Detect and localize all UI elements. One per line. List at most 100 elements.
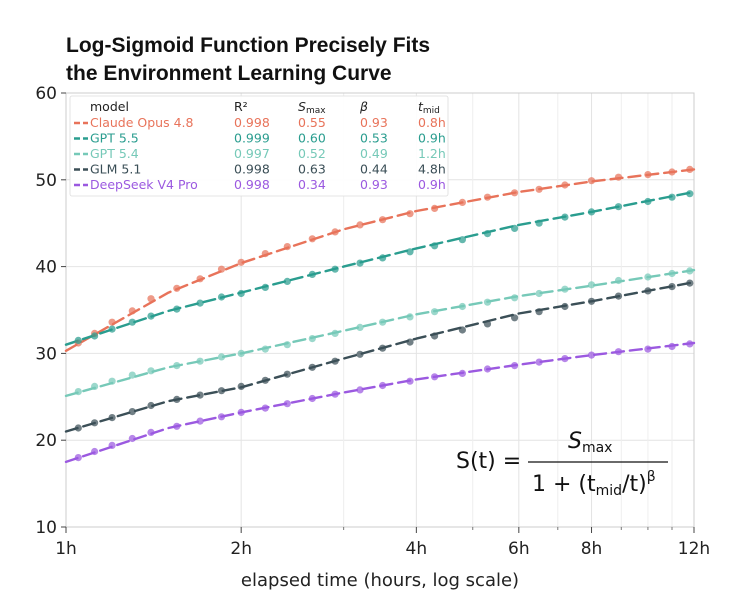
data-point xyxy=(147,401,155,410)
data-point xyxy=(644,287,652,295)
data-point xyxy=(686,190,694,198)
data-point xyxy=(237,349,245,357)
data-point xyxy=(614,276,623,285)
data-point xyxy=(483,320,492,328)
legend-series-name: GPT 5.5 xyxy=(90,131,139,146)
data-point xyxy=(686,340,694,348)
data-point xyxy=(261,404,269,412)
data-point xyxy=(308,235,316,243)
data-point xyxy=(356,221,364,229)
data-point xyxy=(510,294,519,302)
data-point xyxy=(587,177,596,185)
data-point xyxy=(587,208,596,216)
legend-beta: 0.53 xyxy=(360,131,388,146)
data-point xyxy=(74,424,82,432)
data-point xyxy=(308,363,316,371)
legend-tmid: 1.2h xyxy=(418,146,446,161)
legend-r2: 0.997 xyxy=(234,146,270,161)
data-point xyxy=(510,314,519,322)
data-point xyxy=(483,193,492,201)
y-tick-label: 20 xyxy=(35,431,57,451)
data-point xyxy=(561,213,569,221)
data-point xyxy=(483,230,492,238)
data-point xyxy=(614,203,623,211)
data-point xyxy=(237,258,245,266)
data-point xyxy=(431,242,439,250)
data-point xyxy=(261,376,269,384)
data-point xyxy=(561,302,569,311)
data-point xyxy=(173,422,181,430)
legend-tmid: 0.9h xyxy=(418,177,446,192)
data-point xyxy=(283,277,291,285)
data-point xyxy=(283,243,291,251)
x-tick-label: 6h xyxy=(508,539,530,559)
data-point xyxy=(308,394,316,403)
data-point xyxy=(308,335,316,343)
data-point xyxy=(644,197,652,206)
data-point xyxy=(283,370,291,378)
data-point xyxy=(108,377,116,385)
data-point xyxy=(128,371,136,379)
legend-beta: 0.49 xyxy=(360,146,388,161)
data-point xyxy=(356,350,364,358)
data-point xyxy=(587,351,596,359)
data-point xyxy=(283,400,291,408)
data-point xyxy=(561,181,569,189)
data-point xyxy=(196,391,204,399)
data-point xyxy=(406,248,414,256)
data-points xyxy=(74,165,694,462)
fit-lines xyxy=(64,168,696,464)
legend-r2: 0.998 xyxy=(234,115,270,130)
data-point xyxy=(644,345,652,353)
data-point xyxy=(510,189,519,197)
data-point xyxy=(379,344,387,352)
data-point xyxy=(614,348,623,356)
data-point xyxy=(237,382,245,390)
data-point xyxy=(535,308,543,316)
data-point xyxy=(261,345,269,353)
fit-line xyxy=(64,268,696,398)
data-point xyxy=(614,292,623,300)
data-point xyxy=(108,414,116,422)
y-tick-label: 40 xyxy=(35,258,57,278)
data-point xyxy=(217,353,226,361)
data-point xyxy=(74,336,82,344)
data-point xyxy=(356,323,364,331)
legend-smax: 0.52 xyxy=(298,146,326,161)
data-point xyxy=(561,285,569,293)
legend-box xyxy=(69,95,449,197)
data-point xyxy=(108,441,116,449)
data-point xyxy=(217,387,226,395)
fit-line xyxy=(64,281,696,433)
data-point xyxy=(356,259,364,267)
data-point xyxy=(128,307,136,315)
data-point xyxy=(406,377,414,385)
data-point xyxy=(147,428,155,436)
chart-title-line-2: the Environment Learning Curve xyxy=(66,62,392,85)
data-point xyxy=(237,408,245,416)
data-point xyxy=(128,318,136,326)
data-point xyxy=(128,434,136,443)
x-axis-label: elapsed time (hours, log scale) xyxy=(241,570,519,591)
data-point xyxy=(406,210,414,218)
formula-denominator: 1 + (tmid/t)β xyxy=(532,469,656,499)
data-point xyxy=(458,236,466,244)
data-point xyxy=(686,267,694,275)
data-point xyxy=(91,447,99,456)
data-point xyxy=(173,395,181,403)
legend-series-name: GLM 5.1 xyxy=(90,162,141,177)
data-point xyxy=(108,325,116,333)
legend-header-r2: R² xyxy=(234,99,248,114)
data-point xyxy=(458,369,466,377)
x-tick-label: 8h xyxy=(581,539,603,559)
y-tick-label: 50 xyxy=(35,171,57,191)
data-point xyxy=(483,298,492,306)
data-point xyxy=(668,168,676,176)
legend-beta: 0.44 xyxy=(360,162,388,177)
legend-series-name: GPT 5.4 xyxy=(90,146,139,161)
data-point xyxy=(173,284,181,292)
data-point xyxy=(379,216,387,224)
data-point xyxy=(379,318,387,326)
data-point xyxy=(196,299,204,307)
